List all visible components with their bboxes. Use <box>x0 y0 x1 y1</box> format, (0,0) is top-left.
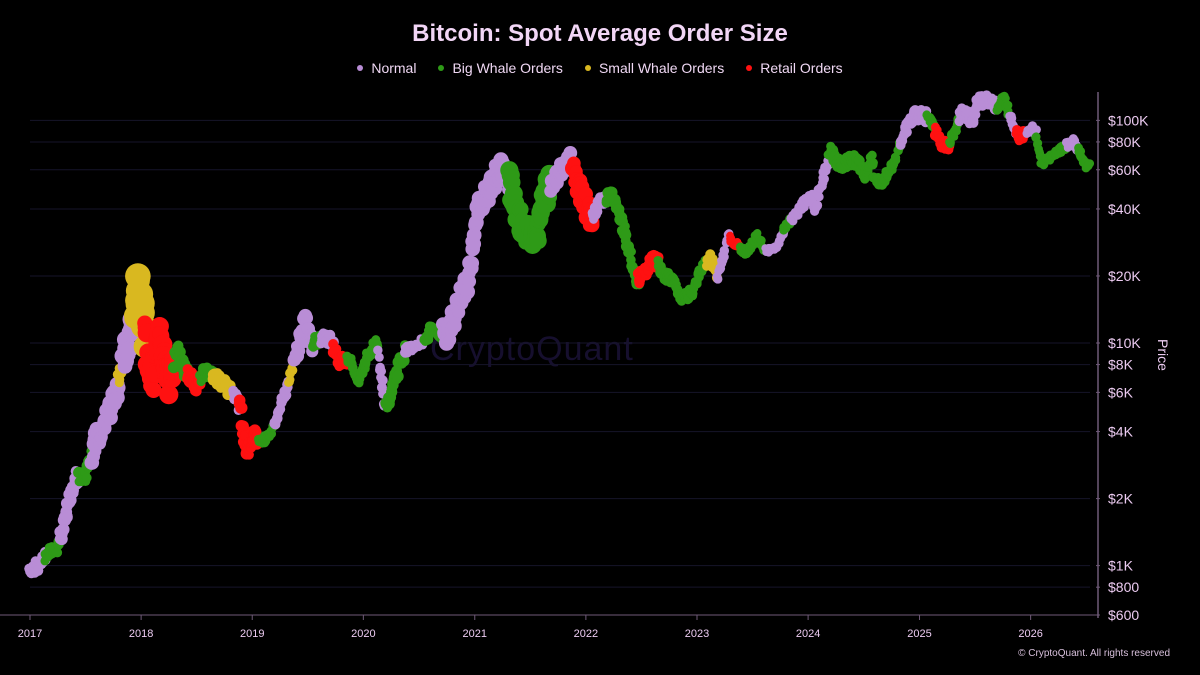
data-point <box>392 370 404 383</box>
data-point <box>300 311 314 325</box>
data-point <box>1007 114 1017 123</box>
data-point <box>1083 161 1093 171</box>
axes: $100K $80K $60K $40K $20K $10K $8K $6K $4K $2K $1K… <box>0 92 1171 640</box>
legend-marker-big-whale <box>438 65 445 71</box>
data-point <box>82 473 92 483</box>
legend-marker-retail <box>746 65 753 71</box>
data-point <box>720 246 730 255</box>
chart-title: Bitcoin: Spot Average Order Size <box>412 20 788 47</box>
x-tick-label: 2017 <box>18 628 42 640</box>
chart-legend: Normal Big Whale Orders Small Whale Orde… <box>0 60 1200 76</box>
data-point <box>424 333 434 342</box>
y-tick-label: $800 <box>1108 579 1139 595</box>
data-point <box>867 159 878 170</box>
data-point <box>374 352 384 362</box>
x-tick-label: 2018 <box>129 628 153 640</box>
y-tick-label: $8K <box>1108 357 1134 373</box>
x-tick-label: 2019 <box>240 628 264 640</box>
legend-label-small-whale: Small Whale Orders <box>598 60 725 76</box>
data-point <box>529 232 547 250</box>
data-point <box>285 375 295 384</box>
order-size-points <box>24 90 1095 579</box>
legend-item-retail[interactable]: Retail Orders <box>746 60 843 76</box>
data-point <box>867 150 877 160</box>
legend-label-big-whale: Big Whale Orders <box>452 60 563 76</box>
y-tick-label: $80K <box>1108 134 1141 150</box>
x-tick-label: 2024 <box>796 628 820 640</box>
legend-item-small-whale[interactable]: Small Whale Orders <box>584 60 725 76</box>
copyright-footer: © CryptoQuant. All rights reserved <box>1018 648 1170 659</box>
data-point <box>61 511 73 523</box>
segment-small-whale <box>124 263 157 359</box>
x-tick-label: 2020 <box>351 628 375 640</box>
data-point <box>1003 100 1013 110</box>
data-point <box>287 365 298 375</box>
y-tick-label: $100K <box>1108 112 1149 128</box>
y-tick-label: $600 <box>1108 607 1139 623</box>
y-tick-label: $10K <box>1108 335 1141 351</box>
segment-retail <box>233 394 263 460</box>
segment-big-whale <box>1074 143 1095 173</box>
data-point <box>373 345 383 355</box>
data-point <box>133 298 154 319</box>
segment-normal <box>1022 121 1041 138</box>
segment-normal <box>436 152 518 351</box>
data-point <box>159 385 179 405</box>
data-point <box>464 261 479 276</box>
x-tick-label: 2025 <box>907 628 931 640</box>
data-point <box>815 192 824 202</box>
data-point <box>469 229 482 242</box>
legend-item-big-whale[interactable]: Big Whale Orders <box>438 60 563 76</box>
data-point <box>626 247 636 257</box>
y-axis-title: Price <box>1155 339 1171 371</box>
y-tick-label: $4K <box>1108 424 1134 440</box>
legend-marker-small-whale <box>584 65 591 71</box>
data-point <box>951 124 961 134</box>
segment-normal <box>54 465 85 546</box>
segment-normal <box>84 376 126 470</box>
y-tick-label: $20K <box>1108 268 1141 284</box>
x-tick-label: 2021 <box>463 628 487 640</box>
y-tick-label: $60K <box>1108 162 1141 178</box>
segment-big-whale <box>653 255 710 306</box>
data-point <box>819 174 829 184</box>
data-point <box>563 146 578 160</box>
segment-big-whale <box>1031 132 1071 170</box>
x-tick-label: 2023 <box>685 628 709 640</box>
data-point <box>145 381 162 398</box>
data-point <box>52 547 63 558</box>
y-tick-label: $2K <box>1108 491 1134 507</box>
segment-normal <box>269 376 293 430</box>
legend-marker-normal <box>357 65 364 71</box>
legend-label-retail: Retail Orders <box>760 60 843 76</box>
segment-normal <box>786 151 834 226</box>
data-point <box>713 274 723 284</box>
segment-big-whale <box>380 340 410 413</box>
segment-retail <box>137 315 183 405</box>
legend-item-normal[interactable]: Normal <box>357 60 416 76</box>
data-point <box>57 524 69 536</box>
data-point <box>812 200 823 211</box>
segment-big-whale <box>342 335 383 388</box>
watermark: CryptoQuant <box>430 330 634 368</box>
segment-big-whale <box>167 340 193 382</box>
y-tick-label: $6K <box>1108 384 1134 400</box>
y-tick-label: $40K <box>1108 201 1141 217</box>
legend-label-normal: Normal <box>371 60 417 76</box>
segment-big-whale <box>601 186 635 258</box>
x-tick-label: 2026 <box>1018 628 1042 640</box>
y-tick-label: $1K <box>1108 558 1134 574</box>
x-tick-label: 2022 <box>574 628 598 640</box>
data-point <box>890 153 901 163</box>
data-point <box>620 229 632 241</box>
data-point <box>235 402 248 414</box>
data-point <box>462 274 477 289</box>
